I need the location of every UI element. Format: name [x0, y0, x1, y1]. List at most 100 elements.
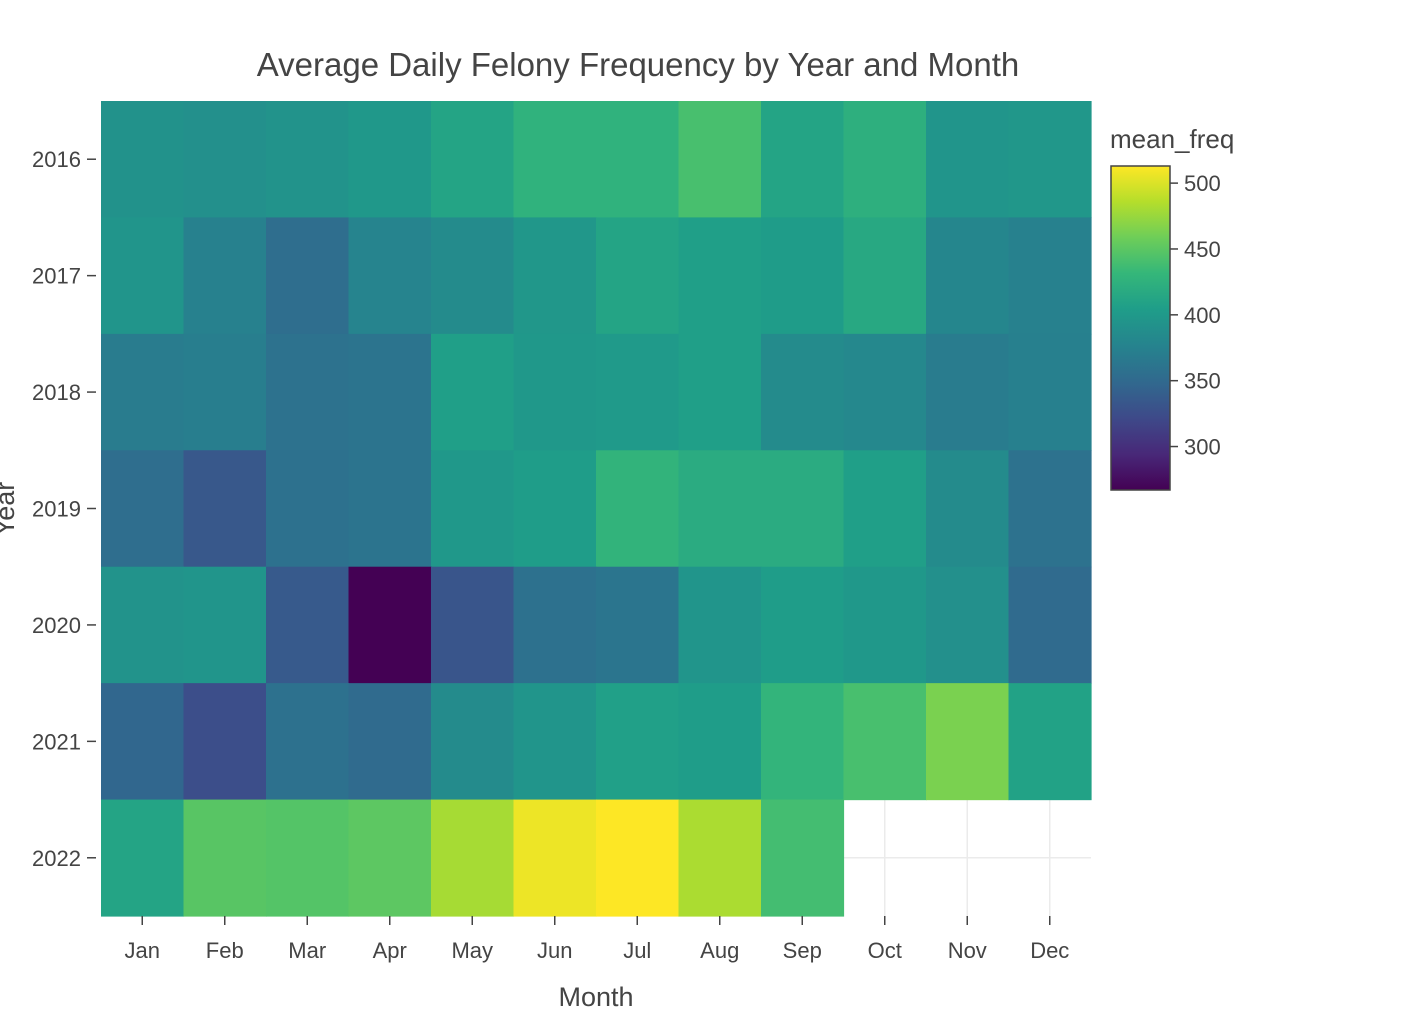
heatmap-cell-2016-jun	[513, 101, 597, 219]
colorbar-tick-label-350: 350	[1184, 369, 1221, 394]
heatmap-cell-2019-feb	[183, 450, 267, 568]
heatmap-cell-2019-jun	[513, 450, 597, 568]
heatmap-cell-2016-mar	[266, 101, 350, 219]
heatmap-cell-2018-feb	[183, 333, 267, 451]
heatmap-cell-2022-aug	[678, 799, 762, 917]
x-tick-label-nov: Nov	[948, 938, 987, 963]
heatmap-cell-2021-oct	[843, 683, 927, 801]
x-tick-label-jul: Jul	[623, 938, 651, 963]
heatmap-cell-2018-dec	[1008, 333, 1092, 451]
heatmap-cell-2017-dec	[1008, 217, 1092, 335]
heatmap-cell-2022-sep	[761, 799, 845, 917]
heatmap-cell-2019-jan	[101, 450, 185, 568]
heatmap-cell-2022-apr	[348, 799, 432, 917]
heatmap-cell-2020-jun	[513, 566, 597, 684]
heatmap-cell-2016-may	[431, 101, 515, 219]
heatmap-cell-2018-mar	[266, 333, 350, 451]
y-tick-label-2017: 2017	[32, 264, 81, 289]
y-tick-label-2021: 2021	[32, 729, 81, 754]
heatmap-cell-2020-jan	[101, 566, 185, 684]
heatmap-cell-2019-nov	[926, 450, 1010, 568]
heatmap-cell-2021-jul	[596, 683, 680, 801]
x-tick-label-aug: Aug	[700, 938, 739, 963]
heatmap-cell-2019-dec	[1008, 450, 1092, 568]
y-tick-label-2020: 2020	[32, 613, 81, 638]
heatmap-cell-2022-mar	[266, 799, 350, 917]
heatmap-cell-2021-jun	[513, 683, 597, 801]
heatmap-cell-2016-jan	[101, 101, 185, 219]
heatmap-cell-2017-jan	[101, 217, 185, 335]
heatmap-cell-2021-aug	[678, 683, 762, 801]
x-tick-label-sep: Sep	[783, 938, 822, 963]
heatmap-cell-2016-oct	[843, 101, 927, 219]
heatmap-cell-2018-aug	[678, 333, 762, 451]
heatmap-cell-2021-feb	[183, 683, 267, 801]
heatmap-cell-2019-apr	[348, 450, 432, 568]
heatmap-cell-2019-aug	[678, 450, 762, 568]
colorbar-ticks: 300 350 400 450 500	[1170, 171, 1221, 460]
heatmap-cell-2020-aug	[678, 566, 762, 684]
heatmap-cell-2018-jul	[596, 333, 680, 451]
heatmap-cell-2018-may	[431, 333, 515, 451]
heatmap-cell-2019-mar	[266, 450, 350, 568]
x-tick-label-dec: Dec	[1030, 938, 1069, 963]
heatmap-cell-2021-mar	[266, 683, 350, 801]
colorbar-title: mean_freq	[1110, 124, 1234, 154]
heatmap-cell-2016-aug	[678, 101, 762, 219]
heatmap-cell-2022-may	[431, 799, 515, 917]
heatmap-cell-2022-feb	[183, 799, 267, 917]
heatmap-cell-2020-nov	[926, 566, 1010, 684]
heatmap-cell-2016-feb	[183, 101, 267, 219]
y-tick-label-2016: 2016	[32, 147, 81, 172]
x-axis-ticks: Jan Feb Mar Apr May Jun Jul Aug Sep Oct Nov Dec	[125, 916, 1069, 963]
heatmap-cell-2017-mar	[266, 217, 350, 335]
heatmap-cell-2021-may	[431, 683, 515, 801]
x-tick-label-apr: Apr	[373, 938, 407, 963]
heatmap-cell-2018-nov	[926, 333, 1010, 451]
heatmap-cell-2017-aug	[678, 217, 762, 335]
x-tick-label-mar: Mar	[288, 938, 326, 963]
heatmap-cell-2017-jul	[596, 217, 680, 335]
colorbar-tick-label-500: 500	[1184, 171, 1221, 196]
heatmap-cell-2018-apr	[348, 333, 432, 451]
heatmap-cell-2021-nov	[926, 683, 1010, 801]
heatmap-cell-2016-apr	[348, 101, 432, 219]
colorbar-tick-label-300: 300	[1184, 435, 1221, 460]
heatmap-cell-2019-sep	[761, 450, 845, 568]
heatmap-cell-2021-sep	[761, 683, 845, 801]
heatmap-cell-2020-jul	[596, 566, 680, 684]
heatmap-cell-2017-apr	[348, 217, 432, 335]
heatmap-cell-2020-oct	[843, 566, 927, 684]
heatmap-cell-2017-nov	[926, 217, 1010, 335]
heatmap-cell-2018-oct	[843, 333, 927, 451]
heatmap-cell-2016-jul	[596, 101, 680, 219]
heatmap-cell-2016-dec	[1008, 101, 1092, 219]
chart-title: Average Daily Felony Frequency by Year a…	[257, 46, 1020, 83]
heatmap-cell-2020-mar	[266, 566, 350, 684]
heatmap-cell-2018-sep	[761, 333, 845, 451]
y-axis-ticks: 2016 2017 2018 2019 2020 2021 2022	[32, 147, 96, 871]
heatmap-cell-2022-jul	[596, 799, 680, 917]
heatmap-cell-2022-jan	[101, 799, 185, 917]
heatmap-cell-2020-apr	[348, 566, 432, 684]
heatmap-cell-2018-jun	[513, 333, 597, 451]
heatmap-cell-2019-jul	[596, 450, 680, 568]
x-tick-label-may: May	[451, 938, 493, 963]
heatmap-cell-2017-oct	[843, 217, 927, 335]
heatmap-cells	[101, 101, 1092, 917]
x-tick-label-feb: Feb	[206, 938, 244, 963]
heatmap-cell-2016-nov	[926, 101, 1010, 219]
colorbar-tick-label-400: 400	[1184, 303, 1221, 328]
heatmap-cell-2017-feb	[183, 217, 267, 335]
y-tick-label-2019: 2019	[32, 497, 81, 522]
y-tick-label-2018: 2018	[32, 380, 81, 405]
heatmap-cell-2022-jun	[513, 799, 597, 917]
heatmap-cell-2016-sep	[761, 101, 845, 219]
heatmap-cell-2019-oct	[843, 450, 927, 568]
y-tick-label-2022: 2022	[32, 846, 81, 871]
heatmap-cell-2021-apr	[348, 683, 432, 801]
x-tick-label-oct: Oct	[868, 938, 902, 963]
heatmap-cell-2021-dec	[1008, 683, 1092, 801]
heatmap-cell-2017-sep	[761, 217, 845, 335]
